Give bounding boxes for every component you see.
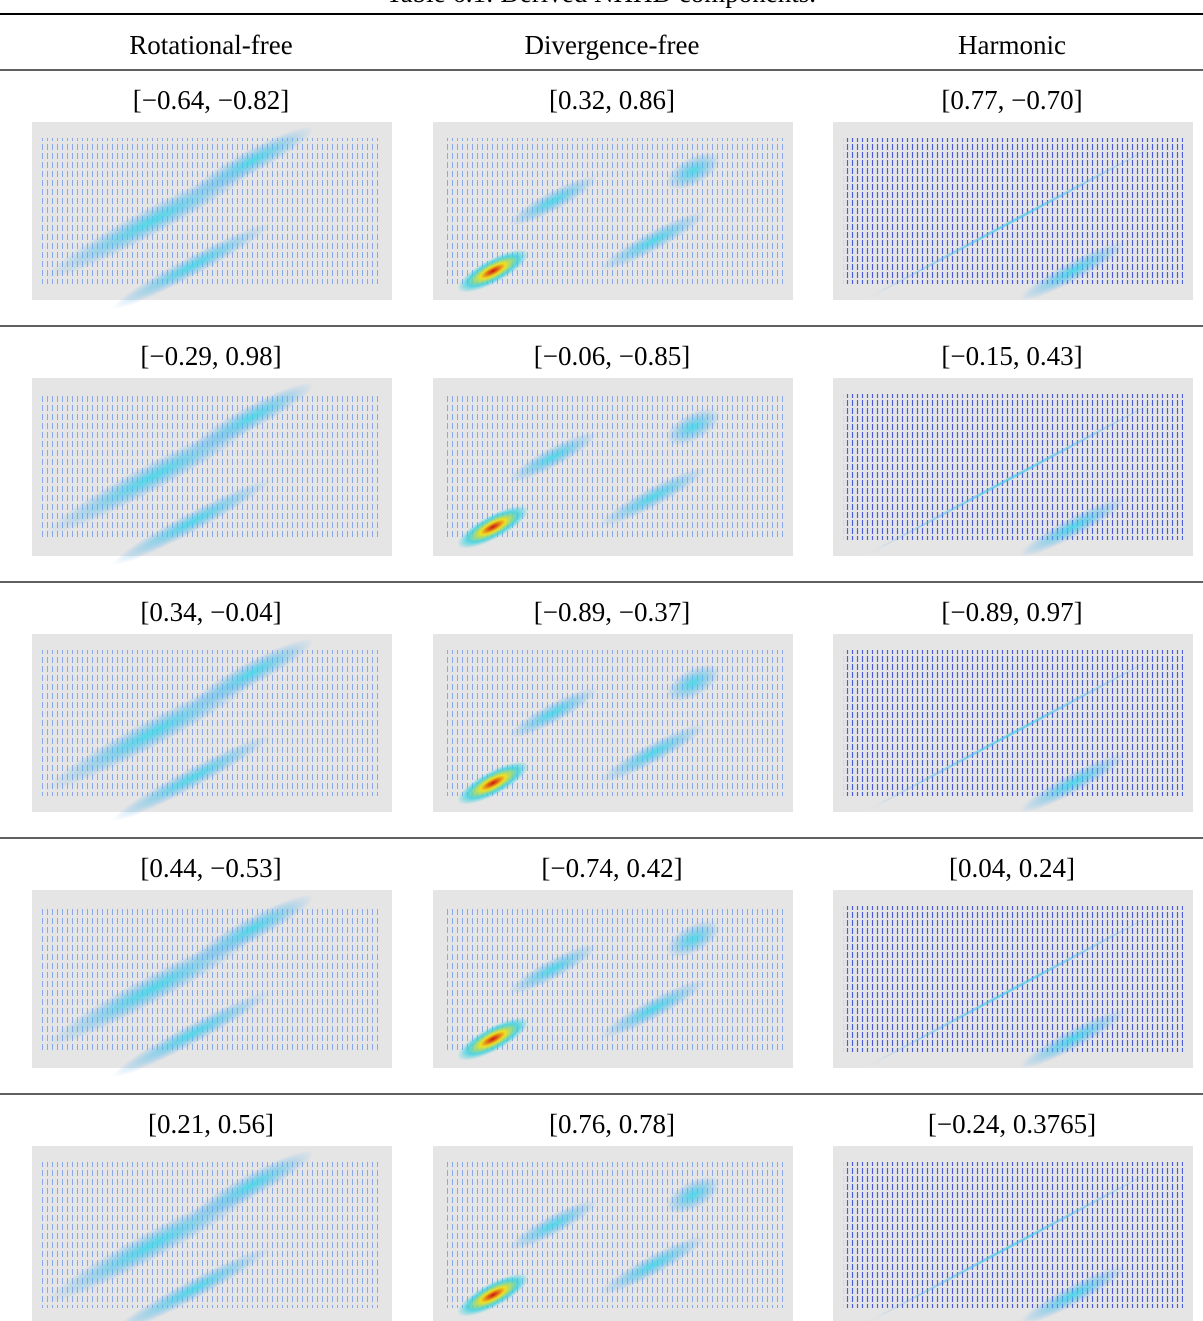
field-highlight — [189, 894, 315, 964]
cell-label: [−0.64, −0.82] — [133, 85, 289, 115]
vector-field — [843, 138, 1183, 284]
vector-field-plot — [433, 890, 793, 1068]
vector-field-plot — [833, 122, 1193, 301]
vector-field-plot — [32, 1146, 392, 1321]
vector-field-plot — [433, 1146, 793, 1321]
cell-label: [0.76, 0.78] — [549, 1109, 675, 1139]
field-highlight — [508, 175, 598, 227]
field-highlight — [1019, 497, 1127, 557]
cell-label: [−0.06, −0.85] — [534, 341, 690, 371]
cell-label: [0.04, 0.24] — [949, 853, 1075, 883]
vector-field-plot — [833, 1146, 1193, 1321]
vector-field-plot — [433, 378, 793, 556]
field-highlight — [508, 687, 598, 739]
field-highlight — [665, 1176, 721, 1214]
cell-label: [−0.89, −0.37] — [534, 597, 690, 627]
field-highlight — [599, 723, 707, 783]
field-highlight — [189, 1150, 315, 1220]
field-highlight — [457, 761, 529, 805]
field-highlight — [508, 943, 598, 995]
vector-field-plot — [833, 890, 1193, 1069]
field-highlight — [457, 1273, 529, 1317]
column-header: Divergence-free — [525, 30, 700, 60]
vector-field — [843, 650, 1183, 796]
field-highlight — [1019, 241, 1127, 301]
cell-label: [0.77, −0.70] — [941, 85, 1082, 115]
field-highlight — [1019, 753, 1127, 813]
field-highlight — [599, 979, 707, 1039]
vector-field — [843, 394, 1183, 540]
field-highlight — [189, 126, 315, 196]
field-highlight — [665, 920, 721, 958]
field-highlight — [665, 664, 721, 702]
column-header: Harmonic — [958, 30, 1066, 60]
cell-label: [0.21, 0.56] — [148, 1109, 274, 1139]
vector-field-plot — [433, 122, 793, 300]
field-highlight — [112, 1246, 272, 1321]
field-highlight — [189, 382, 315, 452]
field-highlight — [457, 505, 529, 549]
vector-field-plot — [32, 378, 392, 566]
vector-field-plot — [833, 378, 1193, 557]
vector-field-plot — [833, 634, 1193, 813]
cell-label: [0.44, −0.53] — [140, 853, 281, 883]
cell-label: [−0.15, 0.43] — [941, 341, 1082, 371]
field-highlight — [599, 467, 707, 527]
vector-field-plot — [32, 634, 392, 822]
cell-label: [0.32, 0.86] — [549, 85, 675, 115]
field-highlight — [112, 734, 272, 822]
cell-label: [0.34, −0.04] — [140, 597, 281, 627]
field-highlight — [862, 1165, 1164, 1321]
field-highlight — [112, 478, 272, 566]
column-header: Rotational-free — [129, 30, 292, 60]
field-highlight — [457, 249, 529, 293]
field-highlight — [1019, 1009, 1127, 1069]
field-highlight — [457, 1017, 529, 1061]
vector-field-plot — [32, 890, 392, 1078]
field-highlight — [599, 211, 707, 271]
field-highlight — [862, 141, 1164, 301]
vector-field-plot — [433, 634, 793, 812]
cell-label: [−0.89, 0.97] — [941, 597, 1082, 627]
field-highlight — [599, 1235, 707, 1295]
field-highlight — [112, 222, 272, 310]
field-highlight — [1019, 1265, 1127, 1321]
vector-field-plot — [32, 122, 392, 310]
cell-label: [−0.74, 0.42] — [541, 853, 682, 883]
cell-label: [−0.29, 0.98] — [140, 341, 281, 371]
field-highlight — [862, 397, 1164, 557]
vector-field — [843, 906, 1183, 1052]
vector-field — [843, 1162, 1183, 1308]
cell-label: [−0.24, 0.3765] — [928, 1109, 1096, 1139]
caption: Table 6.1: Derived NHHD components. — [386, 0, 816, 8]
field-highlight — [862, 653, 1164, 813]
field-highlight — [665, 152, 721, 190]
field-highlight — [508, 1199, 598, 1251]
field-highlight — [508, 431, 598, 483]
field-highlight — [862, 909, 1164, 1069]
field-highlight — [112, 990, 272, 1078]
field-highlight — [665, 408, 721, 446]
field-highlight — [189, 638, 315, 708]
